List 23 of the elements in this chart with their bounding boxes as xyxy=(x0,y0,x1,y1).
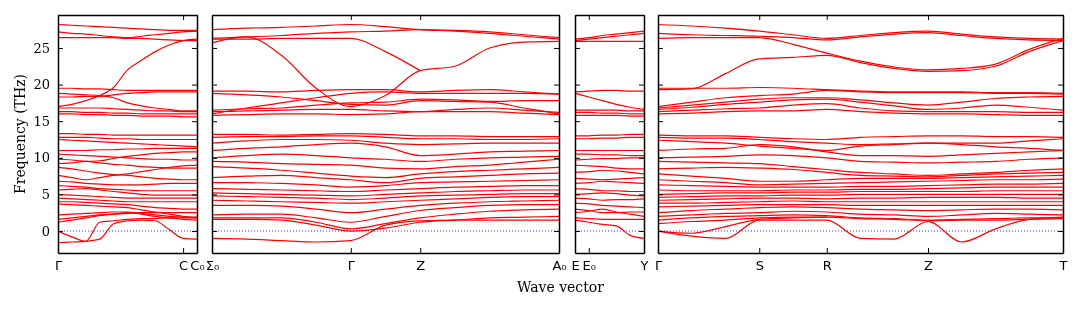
x-tick-label: R xyxy=(822,258,832,274)
x-tick-label: E xyxy=(571,258,580,274)
y-tick-label: 5 xyxy=(41,187,50,203)
x-tick-label: S xyxy=(755,258,764,274)
y-tick-label: 25 xyxy=(33,40,50,56)
x-tick-label: E₀ xyxy=(582,258,597,274)
y-axis-title: Frequency (THz) xyxy=(12,73,28,195)
y-tick-label: 10 xyxy=(33,150,50,166)
y-tick-label: 15 xyxy=(33,113,50,129)
x-tick-label: Σ₀ xyxy=(205,258,220,274)
x-tick-label: T xyxy=(1058,258,1068,274)
x-tick-label: Z xyxy=(924,258,934,274)
x-tick-label: Γ xyxy=(54,258,63,274)
x-tick-label: Z xyxy=(416,258,426,274)
x-tick-label: Y xyxy=(639,258,649,274)
y-tick-label: 20 xyxy=(33,77,50,93)
x-tick-label: C xyxy=(179,258,189,274)
x-tick-label: C₀ xyxy=(190,258,205,274)
x-tick-label: Γ xyxy=(347,258,356,274)
x-tick-label: Γ xyxy=(654,258,663,274)
y-tick-label: 0 xyxy=(41,223,50,239)
x-axis-title: Wave vector xyxy=(517,279,605,295)
x-tick-label: A₀ xyxy=(552,258,567,274)
